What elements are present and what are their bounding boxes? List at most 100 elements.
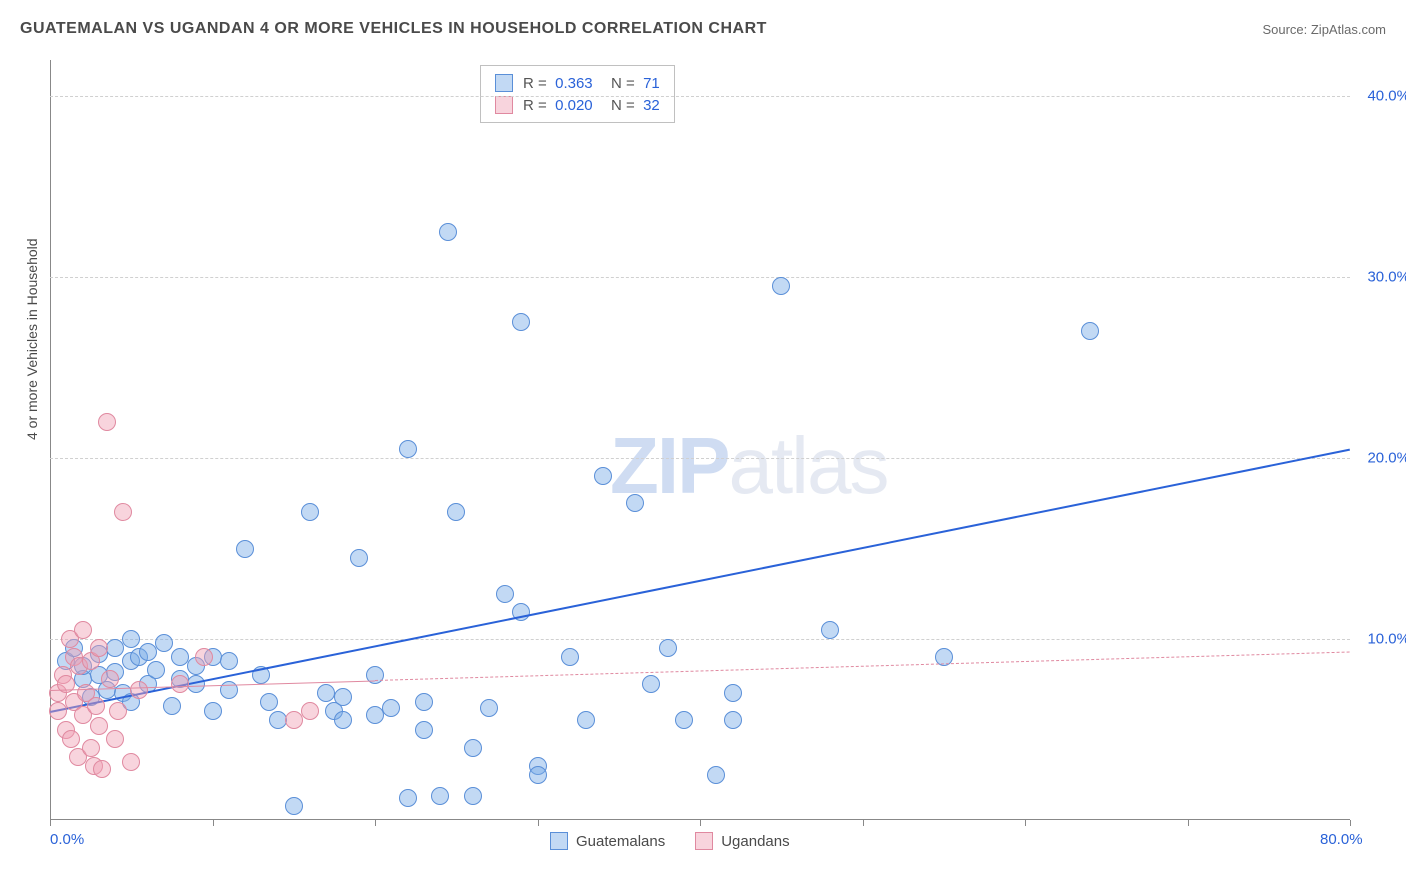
data-point [480,699,498,717]
y-tick-label: 30.0% [1367,269,1406,286]
data-point [90,639,108,657]
data-point [62,730,80,748]
data-point [772,277,790,295]
scatter-plot: ZIPatlas R = 0.363 N = 71R = 0.020 N = 3… [50,60,1350,820]
watermark: ZIPatlas [610,420,887,512]
y-tick-label: 20.0% [1367,450,1406,467]
data-point [496,585,514,603]
data-point [724,684,742,702]
data-point [675,711,693,729]
series-legend-label: Guatemalans [576,833,665,850]
data-point [415,693,433,711]
series-legend-label: Ugandans [721,833,789,850]
data-point [439,223,457,241]
data-point [1081,322,1099,340]
data-point [594,467,612,485]
data-point [220,681,238,699]
data-point [334,688,352,706]
data-point [82,739,100,757]
x-tick [1188,820,1189,826]
data-point [626,494,644,512]
gridline [50,277,1350,278]
data-point [90,717,108,735]
series-legend-item: Guatemalans [550,832,665,850]
data-point [155,634,173,652]
data-point [220,652,238,670]
data-point [163,697,181,715]
legend-n-value: N = 71 [603,75,660,92]
legend-n-value: N = 32 [603,97,660,114]
data-point [399,440,417,458]
data-point [236,540,254,558]
correlation-legend-row: R = 0.363 N = 71 [495,72,660,94]
data-point [122,753,140,771]
legend-swatch [550,832,568,850]
data-point [49,702,67,720]
y-tick-label: 40.0% [1367,88,1406,105]
data-point [301,503,319,521]
data-point [415,721,433,739]
x-tick [50,820,51,826]
data-point [529,766,547,784]
source-attribution: Source: ZipAtlas.com [1262,22,1386,37]
data-point [399,789,417,807]
data-point [93,760,111,778]
data-point [301,702,319,720]
data-point [512,313,530,331]
data-point [114,503,132,521]
data-point [561,648,579,666]
data-point [447,503,465,521]
data-point [130,681,148,699]
data-point [642,675,660,693]
x-tick [538,820,539,826]
legend-swatch [495,96,513,114]
data-point [317,684,335,702]
data-point [106,639,124,657]
data-point [122,630,140,648]
correlation-legend: R = 0.363 N = 71R = 0.020 N = 32 [480,65,675,123]
data-point [285,797,303,815]
gridline [50,96,1350,97]
data-point [821,621,839,639]
data-point [464,787,482,805]
x-tick-label: 80.0% [1320,831,1363,848]
series-legend: Guatemalans Ugandans [550,832,790,850]
chart-title: GUATEMALAN VS UGANDAN 4 OR MORE VEHICLES… [20,20,767,38]
data-point [87,697,105,715]
data-point [707,766,725,784]
data-point [98,413,116,431]
legend-swatch [495,74,513,92]
data-point [260,693,278,711]
x-tick [375,820,376,826]
gridline [50,639,1350,640]
x-tick [1350,820,1351,826]
data-point [171,648,189,666]
x-tick [213,820,214,826]
series-legend-item: Ugandans [695,832,789,850]
data-point [74,621,92,639]
trend-line [375,652,1350,681]
data-point [195,648,213,666]
correlation-legend-row: R = 0.020 N = 32 [495,94,660,116]
y-tick-label: 10.0% [1367,631,1406,648]
trend-line [50,449,1350,713]
data-point [106,730,124,748]
data-point [366,706,384,724]
data-point [350,549,368,567]
data-point [139,643,157,661]
data-point [109,702,127,720]
x-tick [700,820,701,826]
data-point [101,670,119,688]
legend-swatch [695,832,713,850]
data-point [382,699,400,717]
data-point [334,711,352,729]
gridline [50,458,1350,459]
data-point [659,639,677,657]
data-point [171,675,189,693]
y-axis-label: 4 or more Vehicles in Household [24,238,40,440]
legend-r-value: R = 0.020 [523,97,593,114]
data-point [431,787,449,805]
x-tick-label: 0.0% [50,831,84,848]
x-tick [863,820,864,826]
data-point [724,711,742,729]
